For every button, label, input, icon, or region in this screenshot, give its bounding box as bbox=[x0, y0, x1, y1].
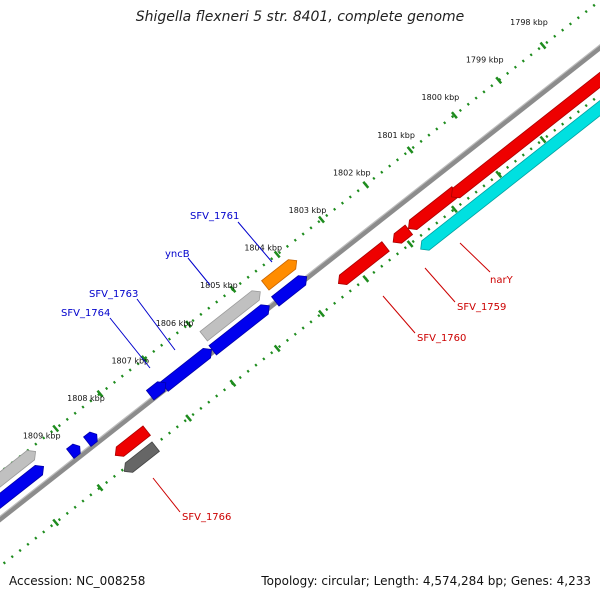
tick-label: 1798 kbp bbox=[510, 18, 548, 27]
leader-sfv-1760 bbox=[382, 295, 416, 334]
gene-feature-sfv-1760[interactable] bbox=[335, 241, 390, 289]
label-sfv-1764[interactable]: SFV_1764 bbox=[61, 308, 110, 319]
major-tick-mark bbox=[539, 135, 547, 144]
label-sfv-1766[interactable]: SFV_1766 bbox=[182, 512, 231, 523]
tick-label: 1800 kbp bbox=[422, 93, 460, 102]
major-tick-mark bbox=[318, 309, 325, 318]
major-tick-mark bbox=[229, 379, 237, 388]
gene-feature-red-long[interactable] bbox=[448, 67, 600, 201]
gene-feature-sfv-1763[interactable] bbox=[160, 345, 216, 392]
major-tick-mark bbox=[406, 240, 414, 248]
major-tick-mark bbox=[185, 414, 193, 422]
gene-feature-sfv-1761[interactable] bbox=[261, 256, 301, 291]
major-tick-mark bbox=[495, 170, 503, 179]
gene-feature-yncb[interactable] bbox=[199, 287, 264, 342]
label-nary[interactable]: narY bbox=[490, 275, 514, 286]
tick-label: 1804 kbp bbox=[244, 244, 282, 253]
leader-nary bbox=[459, 242, 491, 273]
major-tick-mark bbox=[96, 389, 104, 398]
leader-sfv-1764 bbox=[109, 317, 151, 369]
tick-label: 1805 kbp bbox=[200, 281, 238, 290]
gene-feature-left-blue[interactable] bbox=[0, 462, 47, 509]
major-tick-mark bbox=[362, 180, 370, 189]
major-tick-mark bbox=[318, 215, 325, 224]
major-tick-mark bbox=[140, 355, 148, 363]
tick-label: 1801 kbp bbox=[377, 131, 415, 140]
leader-sfv-1766 bbox=[152, 477, 181, 513]
leader-sfv-1763 bbox=[136, 298, 176, 351]
major-tick-mark bbox=[362, 274, 370, 283]
tick-labels: 1798 kbp 1799 kbp 1800 kbp 1801 kbp 1802 kbp… bbox=[23, 18, 548, 441]
leader-sfv-1759 bbox=[424, 267, 456, 303]
reverse-strand-features bbox=[112, 67, 600, 476]
tick-label: 1808 kbp bbox=[67, 394, 105, 403]
gene-feature-sfv-1766-red[interactable] bbox=[112, 425, 151, 460]
leader-yncb bbox=[187, 257, 211, 286]
major-tick-mark bbox=[52, 424, 60, 433]
gene-feature-forward-2[interactable] bbox=[208, 301, 273, 356]
major-tick-mark bbox=[495, 76, 503, 85]
accession-label: Accession: NC_008258 bbox=[9, 574, 146, 588]
forward-strand-features bbox=[0, 256, 311, 509]
major-tick-mark bbox=[406, 146, 414, 154]
leader-sfv-1761 bbox=[237, 221, 273, 263]
tick-label: 1802 kbp bbox=[333, 168, 371, 177]
major-tick-mark bbox=[273, 344, 281, 353]
tick-label: 1807 kbp bbox=[111, 356, 149, 365]
major-tick-mark bbox=[229, 285, 237, 294]
tick-label: 1803 kbp bbox=[289, 206, 327, 215]
gene-feature-forward-1[interactable] bbox=[271, 272, 311, 307]
tick-label: 1799 kbp bbox=[466, 56, 504, 65]
major-tick-mark bbox=[539, 41, 547, 50]
gene-feature-cyan[interactable] bbox=[417, 95, 600, 254]
label-sfv-1763[interactable]: SFV_1763 bbox=[89, 289, 138, 300]
major-tick-mark bbox=[450, 205, 458, 213]
label-sfv-1761[interactable]: SFV_1761 bbox=[190, 211, 239, 222]
gene-feature-sfv-1766[interactable] bbox=[121, 441, 160, 476]
label-yncb[interactable]: yncB bbox=[165, 249, 190, 260]
label-sfv-1759[interactable]: SFV_1759 bbox=[457, 302, 506, 313]
tick-label: 1806 kbp bbox=[156, 319, 194, 328]
label-sfv-1760[interactable]: SFV_1760 bbox=[417, 333, 466, 344]
gene-feature-small-2[interactable] bbox=[66, 442, 84, 459]
label-leader-lines bbox=[109, 221, 491, 513]
gene-labels: SFV_1761 yncB SFV_1763 SFV_1764 narY SFV… bbox=[61, 211, 514, 523]
tick-label: 1809 kbp bbox=[23, 432, 61, 441]
major-tick-mark bbox=[450, 111, 458, 119]
gene-feature-small-1[interactable] bbox=[83, 430, 101, 447]
major-tick-mark bbox=[273, 250, 281, 259]
gene-feature-sfv-1759[interactable] bbox=[389, 224, 414, 247]
map-title: Shigella flexneri 5 str. 8401, complete … bbox=[135, 9, 465, 25]
major-tick-mark bbox=[185, 320, 193, 328]
gene-feature-left-grey[interactable] bbox=[0, 447, 39, 494]
gene-feature-sfv-1764[interactable] bbox=[145, 378, 169, 401]
genome-summary: Topology: circular; Length: 4,574,284 bp… bbox=[261, 574, 591, 588]
major-tick-mark bbox=[52, 518, 60, 527]
major-tick-mark bbox=[96, 483, 104, 492]
tick-track-upper bbox=[0, 0, 600, 474]
